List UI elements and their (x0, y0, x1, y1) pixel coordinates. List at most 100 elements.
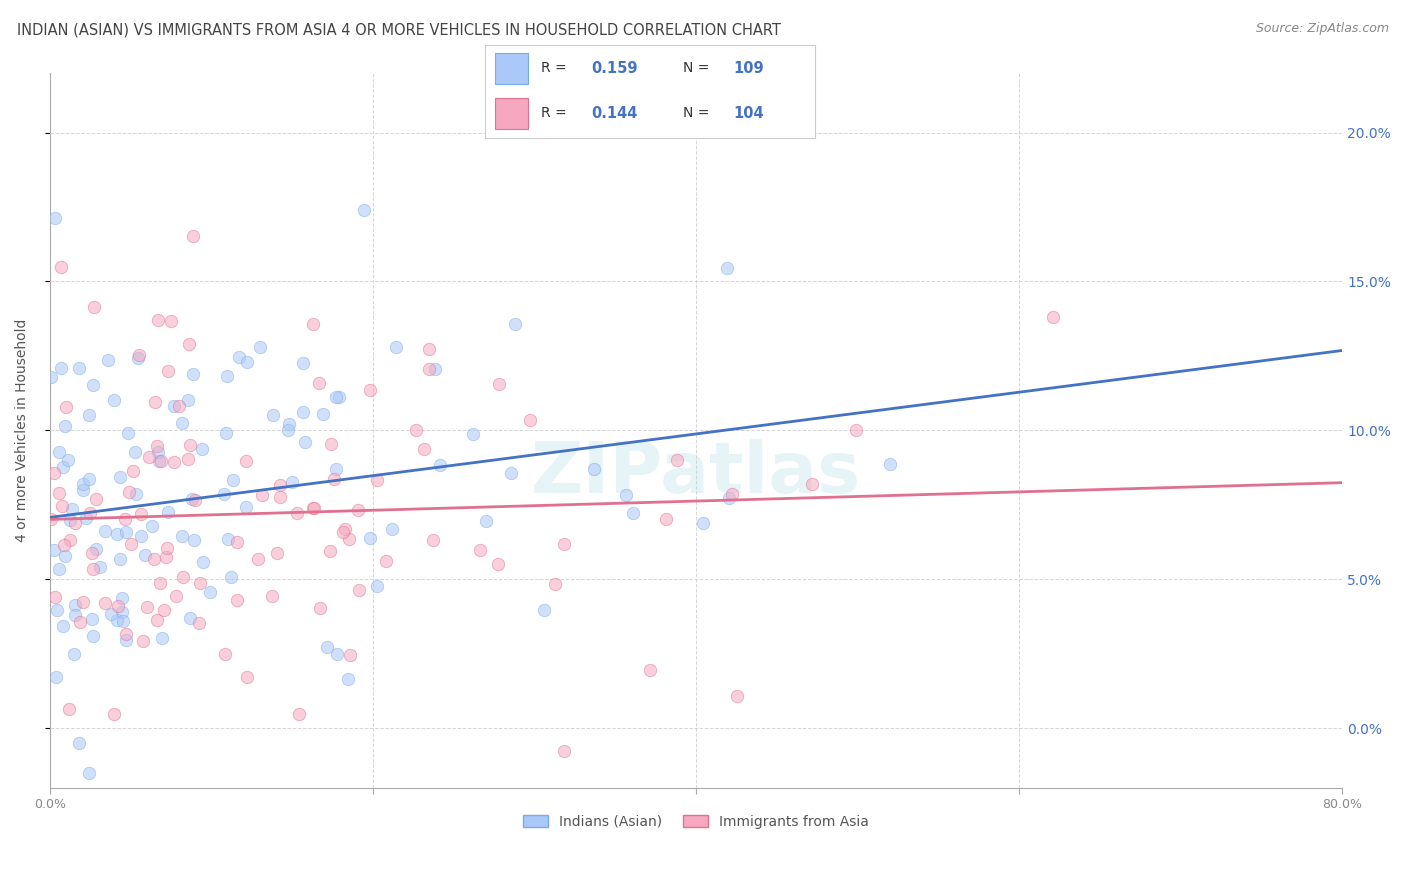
Point (319, 436, 342, 450)
Point (219, 570, 242, 584)
Legend: Indians (Asian), Immigrants from Asia: Indians (Asian), Immigrants from Asia (517, 809, 875, 835)
Point (58, 702, 80, 716)
Point (845, 423, 868, 437)
Point (721, 487, 744, 501)
Point (1042, 310, 1064, 324)
Point (183, 533, 205, 547)
Point (425, 361, 447, 376)
Point (52, 460, 75, 475)
Point (82, 545, 104, 559)
Point (63, 598, 86, 612)
Point (488, 377, 510, 392)
Point (79, 409, 101, 423)
Point (582, 462, 605, 476)
Point (62, 647, 84, 661)
Point (82, 562, 104, 576)
Point (69, 615, 91, 630)
Point (170, 528, 193, 542)
Point (553, 743, 575, 757)
Point (381, 522, 404, 536)
Point (250, 488, 273, 502)
Point (84, 542, 107, 557)
Point (150, 632, 173, 646)
Point (51, 499, 73, 513)
Point (374, 554, 396, 568)
Point (319, 544, 342, 558)
Point (179, 438, 201, 452)
Point (879, 458, 901, 472)
Point (150, 453, 173, 467)
Point (79, 506, 101, 520)
Point (228, 350, 250, 364)
Point (322, 471, 344, 485)
Point (188, 616, 211, 631)
Point (146, 312, 169, 326)
Point (59, 533, 82, 547)
Point (129, 507, 152, 521)
Point (325, 462, 347, 476)
Point (190, 442, 212, 456)
Point (359, 383, 381, 397)
Point (142, 551, 165, 566)
Point (519, 412, 541, 426)
Point (501, 466, 523, 480)
Point (533, 603, 555, 617)
Point (67, 736, 90, 750)
Point (155, 549, 177, 564)
Point (181, 229, 204, 244)
Text: N =: N = (683, 62, 714, 76)
Point (235, 454, 257, 468)
Point (111, 605, 134, 619)
Point (75, 510, 97, 524)
Point (42, 466, 65, 480)
Point (503, 317, 526, 331)
Point (163, 399, 186, 413)
Point (83, 300, 105, 314)
Point (55, 400, 77, 414)
Point (53, 419, 76, 434)
Point (93, 596, 115, 610)
Point (145, 613, 167, 627)
Point (287, 706, 309, 721)
Point (301, 500, 323, 515)
Point (337, 533, 360, 547)
Text: 109: 109 (733, 61, 763, 76)
Point (325, 647, 347, 661)
Point (124, 444, 146, 458)
Point (44, 590, 66, 604)
Point (107, 599, 129, 613)
Point (77, 766, 100, 780)
Text: 0.144: 0.144 (591, 106, 637, 121)
FancyBboxPatch shape (495, 53, 529, 84)
Point (72, 476, 94, 491)
Point (45, 603, 67, 617)
Point (125, 487, 148, 501)
Point (292, 405, 315, 419)
Point (716, 260, 738, 275)
Point (103, 706, 125, 721)
Point (638, 663, 661, 677)
Point (217, 532, 239, 546)
Point (56, 453, 79, 467)
Point (146, 439, 169, 453)
Point (325, 390, 347, 404)
Text: Source: ZipAtlas.com: Source: ZipAtlas.com (1256, 22, 1389, 36)
Point (172, 416, 194, 430)
Point (621, 507, 644, 521)
Point (129, 529, 152, 543)
Point (42, 542, 65, 557)
Point (353, 203, 375, 218)
Point (193, 555, 215, 569)
Point (176, 393, 198, 408)
Point (335, 522, 357, 536)
Point (235, 355, 257, 369)
Y-axis label: 4 or more Vehicles in Household: 4 or more Vehicles in Household (15, 318, 30, 542)
Point (212, 486, 235, 500)
Point (156, 541, 179, 556)
Point (153, 603, 176, 617)
Point (312, 407, 335, 421)
Point (225, 534, 247, 549)
Point (475, 514, 498, 528)
Point (429, 458, 451, 472)
Point (111, 591, 134, 605)
